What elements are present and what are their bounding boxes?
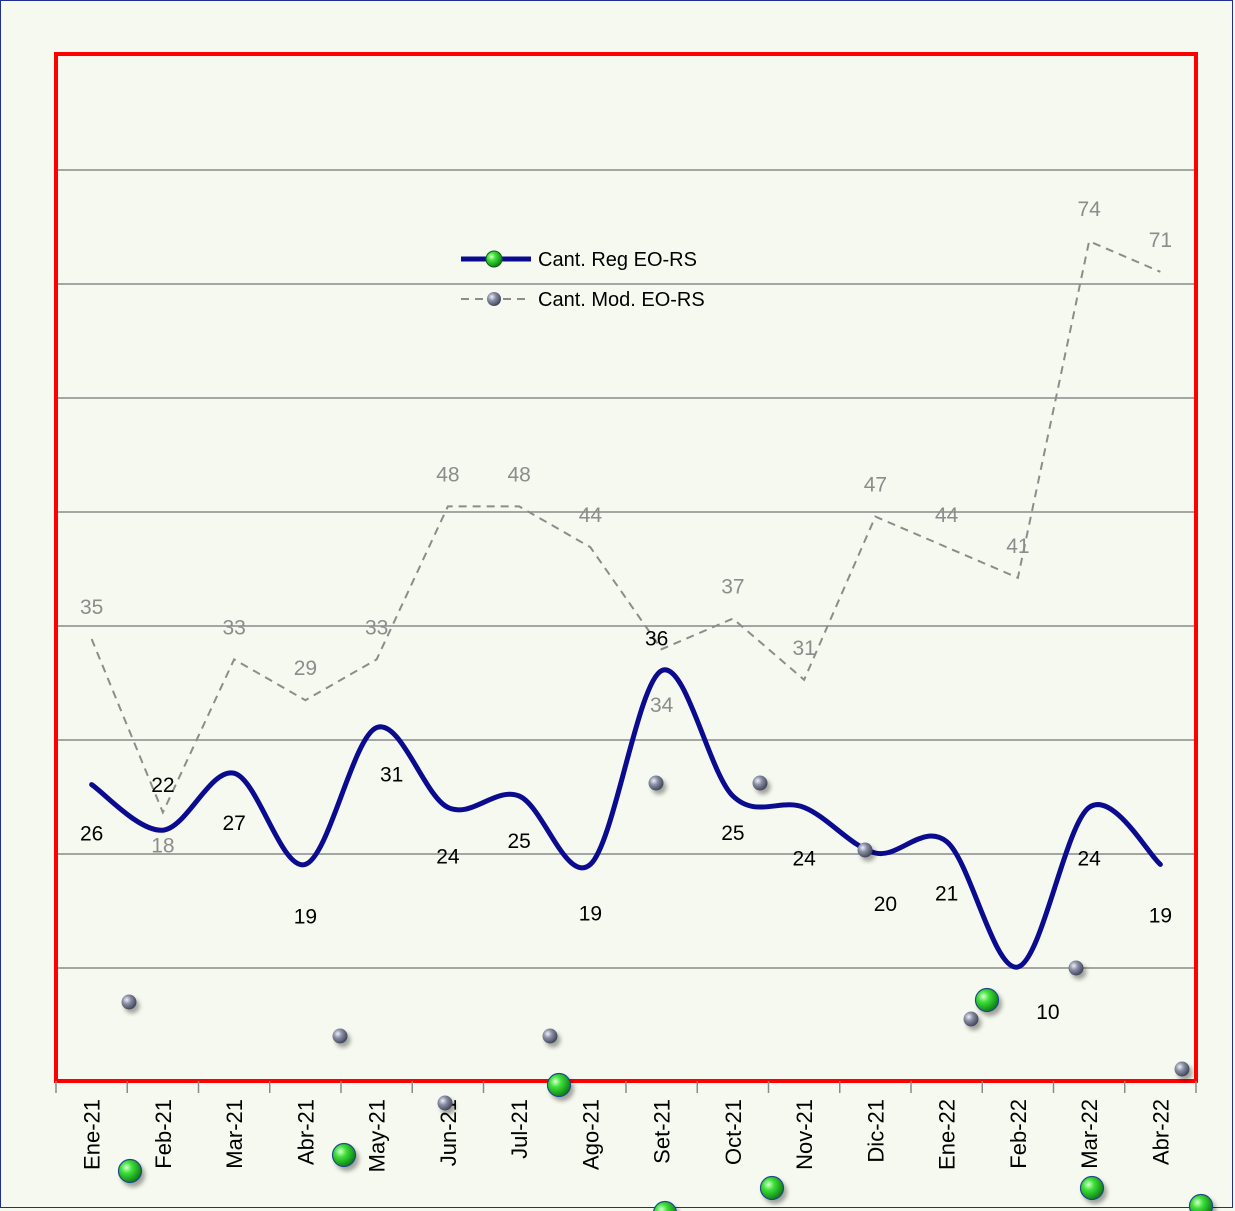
reg-marker bbox=[333, 1144, 356, 1167]
x-tick-label: Mar-21 bbox=[222, 1099, 247, 1169]
legend-label-reg: Cant. Reg EO-RS bbox=[538, 249, 697, 271]
reg-data-label: 27 bbox=[222, 812, 245, 835]
mod-data-label: 41 bbox=[1006, 535, 1029, 558]
legend: Cant. Reg EO-RS Cant. Mod. EO-RS bbox=[461, 249, 705, 311]
mod-marker bbox=[753, 776, 768, 791]
x-tick-label: Set-21 bbox=[650, 1099, 675, 1164]
mod-data-label: 18 bbox=[151, 834, 174, 857]
reg-data-label: 24 bbox=[436, 845, 460, 868]
reg-marker bbox=[119, 1160, 142, 1183]
reg-data-label: 24 bbox=[792, 847, 816, 870]
reg-marker bbox=[1081, 1177, 1104, 1200]
reg-data-label: 26 bbox=[80, 823, 103, 846]
mod-marker bbox=[858, 843, 873, 858]
x-tick-label: Ago-21 bbox=[578, 1099, 603, 1170]
mod-data-label: 35 bbox=[80, 596, 103, 619]
reg-data-label: 19 bbox=[294, 905, 317, 928]
reg-marker bbox=[761, 1177, 784, 1200]
x-tick-label: Jul-21 bbox=[507, 1099, 532, 1159]
mod-data-label: 29 bbox=[294, 657, 317, 680]
mod-marker bbox=[964, 1012, 979, 1027]
x-tick-label: Feb-22 bbox=[1006, 1099, 1031, 1169]
data-labels: 26 22 27 19 31 24 25 19 36 25 24 20 21 10 24 19 35 18 33 29… bbox=[80, 198, 1172, 1024]
series bbox=[92, 241, 1213, 1211]
mod-data-label: 44 bbox=[579, 504, 603, 527]
mod-data-label: 31 bbox=[792, 637, 815, 660]
reg-data-label: 36 bbox=[645, 628, 668, 651]
x-tick-label: Ene-21 bbox=[80, 1099, 105, 1170]
reg-data-label: 21 bbox=[935, 883, 958, 906]
mod-data-label: 74 bbox=[1077, 198, 1101, 221]
mod-data-label: 44 bbox=[935, 504, 959, 527]
x-tick-label: Feb-21 bbox=[151, 1099, 176, 1169]
mod-data-label: 37 bbox=[721, 576, 744, 599]
reg-data-label: 22 bbox=[151, 774, 174, 797]
x-tick-label: Abr-21 bbox=[293, 1099, 318, 1165]
series-line-mod bbox=[92, 241, 1161, 812]
mod-marker bbox=[649, 776, 664, 791]
plot-area-border bbox=[56, 54, 1196, 1081]
reg-data-label: 20 bbox=[874, 893, 897, 916]
mod-data-label: 47 bbox=[864, 474, 887, 497]
reg-data-label: 19 bbox=[579, 902, 602, 925]
mod-marker bbox=[122, 995, 137, 1010]
legend-marker-reg bbox=[486, 251, 502, 267]
reg-data-label: 31 bbox=[380, 764, 403, 787]
mod-data-label: 48 bbox=[507, 463, 530, 486]
mod-marker bbox=[1175, 1062, 1190, 1077]
mod-marker bbox=[438, 1096, 453, 1111]
mod-marker bbox=[543, 1029, 558, 1044]
x-tick-label: Mar-22 bbox=[1077, 1099, 1102, 1169]
legend-label-mod: Cant. Mod. EO-RS bbox=[538, 289, 705, 311]
reg-marker bbox=[1190, 1195, 1213, 1211]
x-tick-label: Abr-22 bbox=[1148, 1099, 1173, 1165]
reg-data-label: 19 bbox=[1149, 904, 1172, 927]
x-tick-label: Ene-22 bbox=[935, 1099, 960, 1170]
reg-marker bbox=[976, 989, 999, 1012]
mod-data-label: 33 bbox=[365, 616, 388, 639]
series-line-reg bbox=[92, 670, 1161, 967]
mod-data-label: 33 bbox=[222, 616, 245, 639]
reg-data-label: 24 bbox=[1077, 847, 1101, 870]
x-tick-label: May-21 bbox=[365, 1099, 390, 1172]
mod-data-label: 48 bbox=[436, 463, 459, 486]
reg-data-label: 25 bbox=[721, 822, 744, 845]
x-tick-label: Oct-21 bbox=[721, 1099, 746, 1165]
mod-data-label: 71 bbox=[1149, 229, 1172, 252]
legend-marker-mod bbox=[487, 292, 501, 306]
reg-data-label: 25 bbox=[507, 830, 530, 853]
mod-marker bbox=[333, 1029, 348, 1044]
x-tick-label: Nov-21 bbox=[792, 1099, 817, 1170]
reg-marker bbox=[548, 1074, 571, 1097]
x-tick-label: Dic-21 bbox=[863, 1099, 888, 1163]
mod-marker bbox=[1069, 961, 1084, 976]
reg-data-label: 10 bbox=[1036, 1001, 1059, 1024]
mod-data-label: 34 bbox=[650, 694, 674, 717]
